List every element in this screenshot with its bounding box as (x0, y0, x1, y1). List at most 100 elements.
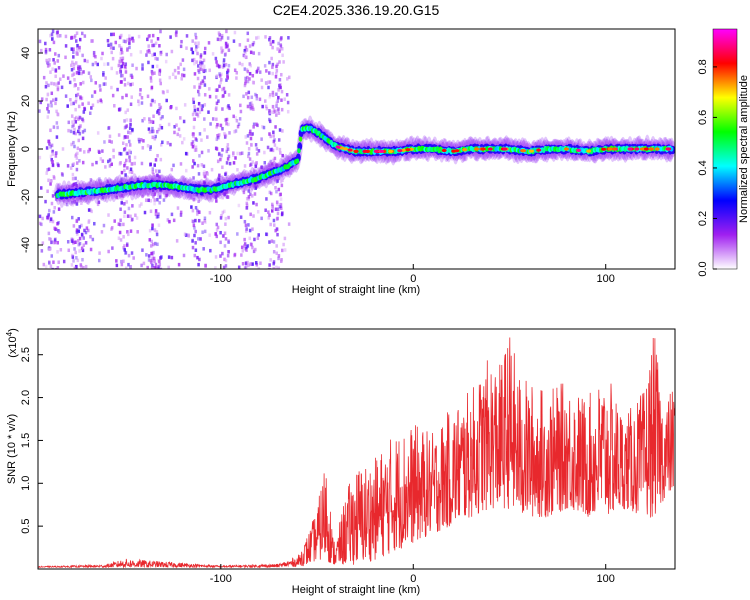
spectrogram-noise-cell (168, 75, 172, 80)
spectrogram-noise-cell (54, 68, 58, 72)
spectrogram-noise-cell (75, 161, 79, 165)
spectrogram-noise-cell (248, 132, 252, 136)
spectrogram-noise-cell (280, 98, 283, 102)
spectrogram-noise-cell (90, 209, 93, 214)
spectrogram-noise-cell (226, 253, 230, 258)
spectrogram-noise-cell (227, 250, 230, 254)
spectrogram-noise-cell (270, 161, 274, 166)
spectrogram-noise-cell (72, 72, 76, 76)
spectrogram-noise-cell (199, 237, 202, 241)
spectrogram-noise-cell (225, 149, 229, 154)
spectrogram-noise-cell (287, 36, 290, 40)
spectrogram-noise-cell (118, 230, 122, 235)
spectrogram-noise-cell (66, 76, 70, 80)
spectrogram-noise-cell (108, 134, 112, 139)
spectrogram-noise-cell (278, 83, 281, 88)
spectrogram-noise-cell (246, 260, 249, 265)
spectrogram-noise-cell (49, 100, 53, 104)
spectrogram-noise-cell (194, 48, 198, 52)
spectrogram-noise-cell (123, 161, 127, 166)
spectrogram-noise-cell (181, 140, 184, 145)
spectrogram-noise-cell (116, 87, 119, 92)
spectrogram-noise-cell (160, 255, 163, 259)
spectrogram-noise-cell (173, 124, 176, 129)
spectrogram-noise-cell (81, 31, 84, 36)
spectrogram-noise-cell (191, 140, 195, 144)
spectrogram-noise-cell (246, 134, 250, 138)
spectrogram-noise-cell (206, 172, 209, 176)
spectrogram-noise-cell (81, 80, 85, 85)
spectrogram-noise-cell (145, 53, 148, 57)
spectrogram-noise-cell (129, 102, 133, 107)
spectrogram-noise-cell (56, 33, 59, 38)
spectrogram-noise-cell (120, 259, 123, 264)
spectrogram-noise-cell (279, 85, 282, 90)
spectrogram-noise-cell (180, 73, 184, 77)
spectrogram-noise-cell (215, 74, 219, 78)
spectrogram-noise-cell (257, 233, 260, 237)
spectrogram-noise-cell (123, 77, 126, 82)
spectrogram-noise-cell (50, 201, 54, 206)
spectrogram-noise-cell (123, 244, 126, 248)
spectrogram-noise-cell (50, 103, 53, 108)
spectrogram-noise-cell (220, 46, 223, 50)
spectrogram-track-peak (607, 147, 613, 151)
spectrogram-noise-cell (182, 67, 186, 72)
spectrogram-noise-cell (137, 99, 140, 103)
spectrogram-noise-cell (126, 166, 129, 170)
spectrogram-noise-cell (168, 219, 171, 224)
spectrogram-noise-cell (141, 248, 144, 252)
spectrogram-noise-cell (40, 249, 44, 253)
spectrogram-noise-cell (75, 97, 78, 102)
spectrogram-noise-cell (240, 253, 243, 257)
spectrogram-noise-cell (57, 207, 61, 211)
spectrogram-noise-cell (81, 136, 85, 141)
spectrogram-noise-cell (268, 163, 271, 167)
spectrogram-noise-cell (152, 43, 156, 48)
spectrogram-noise-cell (123, 163, 126, 168)
spectrogram-noise-cell (151, 120, 155, 124)
spectrogram-noise-cell (54, 154, 58, 158)
spectrogram-noise-cell (75, 230, 79, 234)
spectrogram-noise-cell (219, 123, 223, 128)
spectrogram-noise-cell (78, 225, 81, 229)
spectrogram-noise-cell (203, 75, 206, 80)
spectrogram-noise-cell (51, 163, 55, 167)
spectrogram-noise-cell (125, 158, 128, 163)
spectrogram-noise-cell (275, 92, 278, 96)
spectrogram-noise-cell (280, 206, 283, 210)
spectrogram-noise-cell (78, 249, 81, 253)
spectrogram-noise-cell (102, 82, 106, 86)
spectrogram-noise-cell (56, 59, 60, 63)
spectrogram-noise-cell (132, 256, 135, 260)
spectrogram-noise-cell (80, 96, 84, 100)
spectrogram-noise-cell (197, 218, 201, 223)
spectrogram-noise-cell (129, 150, 132, 155)
spectrogram-noise-cell (267, 210, 270, 214)
spectrogram-noise-cell (50, 157, 53, 162)
spectrogram-noise-cell (219, 240, 222, 245)
spectrogram-noise-cell (236, 232, 239, 236)
spectrogram-noise-cell (179, 62, 182, 67)
spectrogram-noise-cell (118, 35, 122, 40)
spectrogram-noise-cell (196, 107, 200, 112)
spectrogram-noise-cell (245, 92, 248, 96)
spectrogram-noise-cell (112, 32, 115, 37)
spectrogram-noise-cell (192, 134, 195, 138)
spectrogram-noise-cell (127, 206, 131, 211)
spectrogram-noise-cell (131, 82, 134, 86)
spectrogram-y-tick-label: -40 (20, 237, 32, 253)
spectrogram-noise-cell (99, 181, 103, 185)
spectrogram-noise-cell (251, 245, 254, 250)
spectrogram-noise-cell (242, 190, 246, 195)
spectrogram-noise-cell (38, 109, 41, 113)
spectrogram-noise-cell (273, 143, 277, 147)
snr-series-line (38, 337, 675, 569)
spectrogram-noise-cell (80, 223, 83, 228)
spectrogram-noise-cell (99, 98, 103, 103)
spectrogram-noise-cell (66, 104, 69, 108)
spectrogram-noise-cell (201, 79, 205, 83)
spectrogram-noise-cell (125, 124, 129, 128)
spectrogram-noise-cell (277, 266, 280, 269)
spectrogram-noise-cell (219, 157, 222, 162)
